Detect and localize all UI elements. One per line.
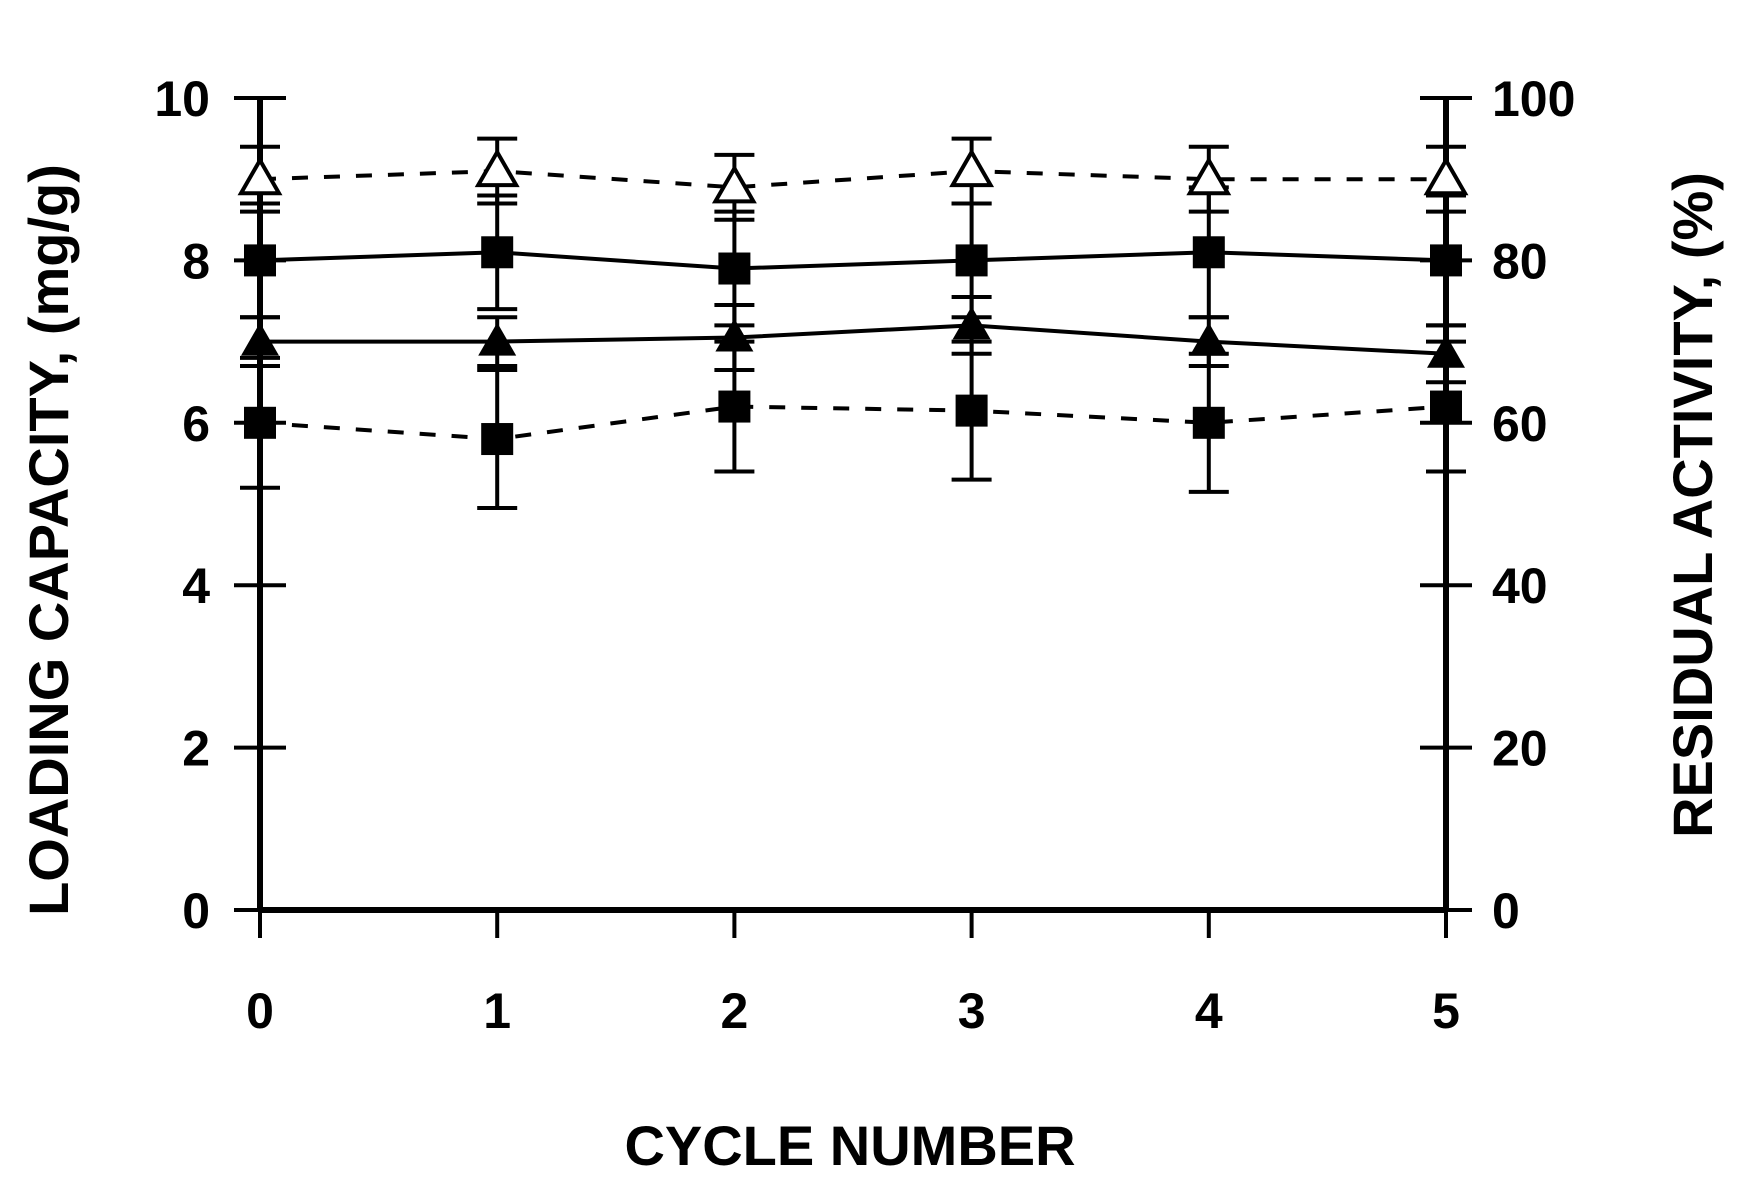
y-tick-label: 0	[182, 883, 210, 939]
data-point	[718, 252, 751, 285]
y-tick-label: 4	[182, 558, 210, 614]
data-point	[237, 156, 283, 196]
y2-tick-label: 100	[1492, 71, 1575, 127]
x-axis-title: CYCLE NUMBER	[624, 1114, 1075, 1177]
data-point	[1189, 322, 1228, 356]
x-tick-label: 2	[720, 983, 748, 1039]
x-tick-label: 4	[1195, 983, 1223, 1039]
series-2	[240, 294, 1466, 385]
data-point	[1192, 236, 1225, 269]
y2-tick-label: 80	[1492, 233, 1548, 289]
y2-tick-label: 20	[1492, 721, 1548, 777]
series-layer	[237, 136, 1469, 511]
y2-tick-label: 0	[1492, 883, 1520, 939]
series-4	[240, 339, 1466, 511]
y2-tick-label: 60	[1492, 396, 1548, 452]
y-tick-label: 6	[182, 396, 210, 452]
data-point	[481, 423, 514, 456]
data-point	[478, 322, 517, 356]
data-point	[1423, 156, 1469, 196]
series-line	[259, 169, 1446, 190]
data-point	[955, 394, 988, 427]
x-tick-label: 3	[958, 983, 986, 1039]
x-tick-label: 0	[246, 983, 274, 1039]
data-point	[1430, 244, 1462, 277]
y-tick-label: 10	[154, 71, 210, 127]
x-tick-label: 5	[1432, 983, 1460, 1039]
data-point	[244, 406, 276, 439]
y-tick-label: 2	[182, 721, 210, 777]
series-3	[237, 136, 1469, 222]
data-point	[952, 306, 991, 340]
data-point	[474, 148, 520, 188]
data-point	[1192, 406, 1225, 439]
data-point	[244, 244, 276, 277]
data-point	[241, 322, 279, 356]
y-axis-title: LOADING CAPACITY, (mg/g)	[17, 164, 80, 916]
y-tick-label: 8	[182, 233, 210, 289]
series-line	[259, 250, 1447, 271]
data-point	[481, 236, 514, 269]
data-point	[955, 244, 988, 277]
data-point	[949, 148, 995, 188]
series-1	[240, 185, 1466, 328]
series-line	[259, 404, 1447, 442]
data-point	[1186, 156, 1232, 196]
data-point	[718, 390, 751, 423]
data-point	[711, 164, 757, 204]
y2-tick-label: 40	[1492, 558, 1548, 614]
series-line	[260, 323, 1447, 356]
data-point	[1430, 390, 1462, 423]
y2-axis-title: RESIDUAL ACTIVITY, (%)	[1661, 172, 1724, 838]
x-tick-label: 1	[483, 983, 511, 1039]
